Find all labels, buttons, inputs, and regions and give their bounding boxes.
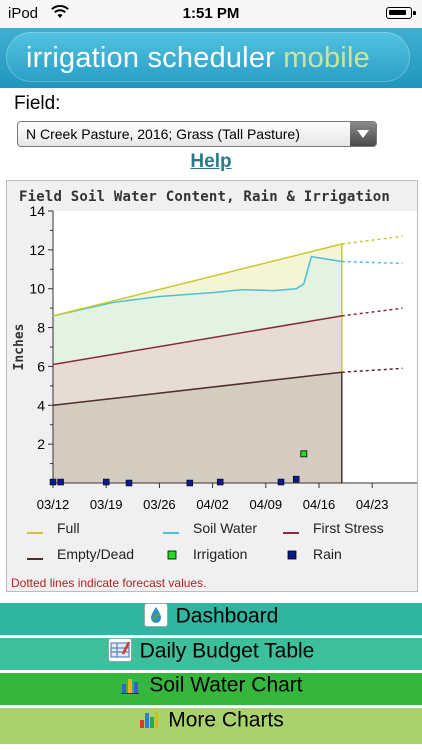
rain-marker xyxy=(186,479,194,487)
app-banner: irrigation scheduler mobile xyxy=(0,28,422,88)
menu-daily-budget-table-label: Daily Budget Table xyxy=(139,639,315,663)
chart-title: Field Soil Water Content, Rain & Irrigat… xyxy=(19,189,390,205)
menu-soil-water-chart[interactable]: Soil Water Chart xyxy=(0,673,422,707)
battery-icon xyxy=(386,7,416,19)
field-select[interactable]: N Creek Pasture, 2016; Grass (Tall Pastu… xyxy=(17,121,377,147)
menu-soil-water-chart-label: Soil Water Chart xyxy=(149,673,303,697)
table-pencil-icon xyxy=(107,638,132,662)
menu-more-charts-label: More Charts xyxy=(168,708,284,732)
empty-dead-forecast-line xyxy=(341,367,403,374)
rain-marker xyxy=(49,478,57,486)
y-tick-label: 12 xyxy=(29,242,45,258)
menu-dashboard-label: Dashboard xyxy=(175,604,279,628)
legend-swatch-irrigation xyxy=(167,550,177,560)
app-title: irrigation scheduler mobile xyxy=(26,42,370,75)
irrigation-marker xyxy=(300,450,308,458)
y-tick-label: 4 xyxy=(37,397,45,413)
soil-water-forecast-line xyxy=(341,260,403,265)
x-tick-label: 04/09 xyxy=(250,497,283,512)
full-line xyxy=(52,243,342,317)
menu-dashboard[interactable]: Dashboard xyxy=(0,603,422,637)
drop-leaf-icon xyxy=(143,603,168,627)
first-stress-line xyxy=(52,315,342,366)
soil-water-band-fill xyxy=(53,256,342,365)
empty-dead-line xyxy=(52,371,342,407)
field-select-value: N Creek Pasture, 2016; Grass (Tall Pastu… xyxy=(26,126,300,142)
y-axis-label: Inches xyxy=(12,324,27,371)
legend-label: Soil Water xyxy=(193,520,257,536)
legend-label: Empty/Dead xyxy=(57,546,134,562)
legend-label: First Stress xyxy=(313,520,384,536)
x-tick-label: 04/16 xyxy=(303,497,336,512)
select-dropdown-button[interactable] xyxy=(350,122,376,146)
help-link[interactable]: Help xyxy=(190,151,232,172)
y-tick-label: 6 xyxy=(37,358,45,374)
wifi-icon xyxy=(51,5,69,18)
y-tick-label: 8 xyxy=(37,320,45,336)
rain-marker xyxy=(125,479,133,487)
menu-more-charts[interactable]: More Charts xyxy=(0,708,422,744)
x-tick-label: 04/23 xyxy=(356,497,389,512)
app-title-accent: mobile xyxy=(283,42,370,74)
banner-pill: irrigation scheduler mobile xyxy=(6,32,410,82)
full-forecast-line xyxy=(341,235,403,245)
x-tick-label: 03/26 xyxy=(143,497,176,512)
x-tick-label: 04/02 xyxy=(196,497,229,512)
x-tick-label: 03/12 xyxy=(37,497,70,512)
rain-marker xyxy=(216,478,224,486)
legend-swatch-rain xyxy=(287,550,297,560)
clock: 1:51 PM xyxy=(182,5,240,22)
legend-label: Rain xyxy=(313,546,342,562)
chart-svg: 14 12 10 8 6 4 2 03/12 03/19 03/26 04/02 04/09 04/16… xyxy=(11,189,417,590)
app-title-main: irrigation scheduler xyxy=(26,42,276,74)
field-label: Field: xyxy=(14,93,61,114)
y-tick-label: 14 xyxy=(29,203,45,219)
menu-daily-budget-table[interactable]: Daily Budget Table xyxy=(0,638,422,672)
status-bar: iPod 1:51 PM xyxy=(0,0,422,28)
stress-band-fill xyxy=(53,315,342,406)
rain-marker xyxy=(102,478,110,486)
forecast-note: Dotted lines indicate forecast values. xyxy=(11,576,206,590)
bar-chart-color-icon xyxy=(138,708,160,730)
bar-chart-icon xyxy=(119,673,141,695)
chevron-down-icon xyxy=(357,130,369,138)
x-tick-label: 03/19 xyxy=(90,497,123,512)
rain-marker xyxy=(57,478,64,486)
rain-marker xyxy=(277,478,285,486)
y-tick-label: 10 xyxy=(29,281,45,297)
y-tick-label: 2 xyxy=(37,436,45,452)
first-stress-forecast-line xyxy=(341,307,403,317)
rain-marker xyxy=(292,475,300,483)
carrier-label: iPod xyxy=(8,5,39,22)
empty-band-fill xyxy=(53,372,342,483)
legend-label: Full xyxy=(57,520,80,536)
soil-water-chart: 14 12 10 8 6 4 2 03/12 03/19 03/26 04/02 04/09 04/16… xyxy=(6,180,418,592)
soil-water-line xyxy=(52,255,342,317)
legend-label: Irrigation xyxy=(193,546,247,562)
